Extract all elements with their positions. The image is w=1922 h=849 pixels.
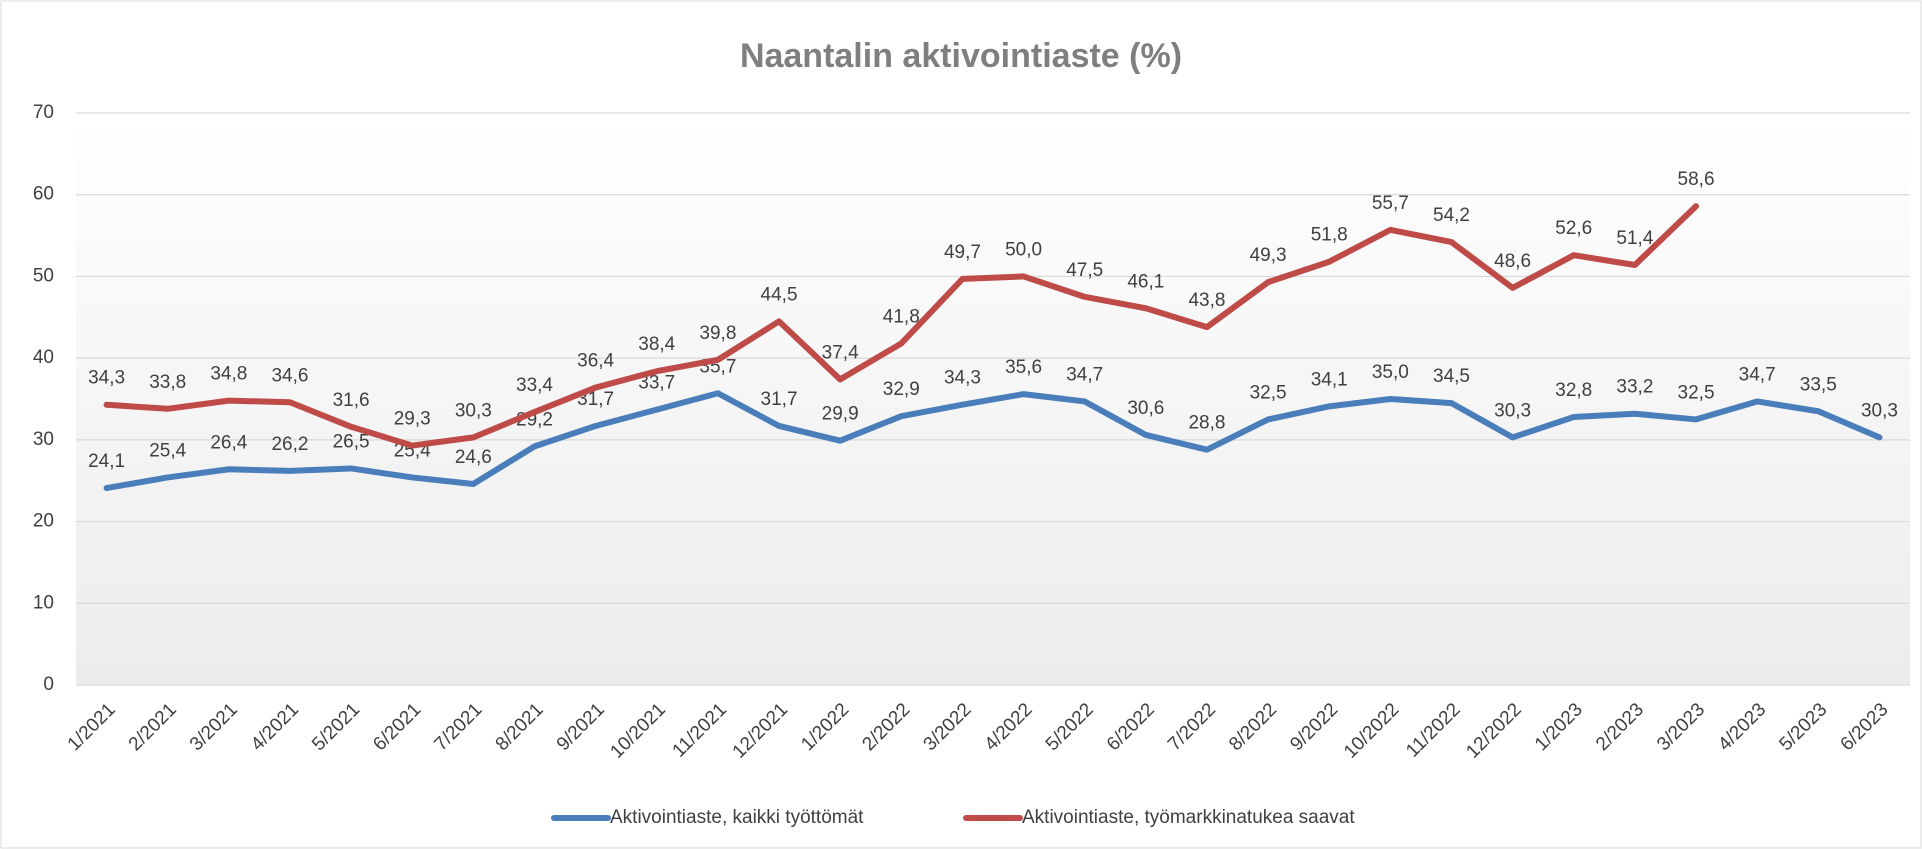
data-label: 58,6 (1678, 169, 1715, 190)
data-label: 30,6 (1127, 398, 1164, 419)
data-label: 33,8 (149, 372, 186, 393)
data-label: 30,3 (1861, 400, 1898, 421)
data-label: 49,7 (944, 242, 981, 263)
data-label: 43,8 (1188, 290, 1225, 311)
data-label: 50,0 (1005, 239, 1042, 260)
data-label: 32,5 (1678, 382, 1715, 403)
legend-label: Aktivointiaste, kaikki työttömät (610, 807, 864, 828)
data-label: 26,2 (271, 434, 308, 455)
data-label: 41,8 (883, 306, 920, 327)
data-label: 34,5 (1433, 366, 1470, 387)
data-label: 55,7 (1372, 193, 1409, 214)
data-label: 38,4 (638, 334, 675, 355)
data-label: 26,4 (210, 432, 247, 453)
data-label: 37,4 (822, 342, 859, 363)
data-label: 48,6 (1494, 251, 1531, 272)
data-label: 44,5 (761, 284, 798, 305)
y-tick-label: 20 (33, 511, 54, 532)
data-label: 36,4 (577, 351, 614, 372)
data-label: 32,8 (1555, 380, 1592, 401)
y-tick-label: 30 (33, 429, 54, 450)
data-label: 34,1 (1311, 369, 1348, 390)
data-label: 34,6 (271, 365, 308, 386)
data-label: 34,7 (1739, 364, 1776, 385)
data-label: 34,8 (210, 364, 247, 385)
data-label: 35,0 (1372, 362, 1409, 383)
data-label: 33,4 (516, 375, 553, 396)
data-label: 28,8 (1188, 413, 1225, 434)
data-label: 31,7 (761, 389, 798, 410)
data-label: 34,3 (944, 368, 981, 389)
data-label: 33,7 (638, 373, 675, 394)
data-label: 29,3 (394, 409, 431, 430)
data-label: 34,7 (1066, 364, 1103, 385)
series-line (103, 203, 1700, 449)
data-label: 34,3 (88, 368, 125, 389)
data-label: 54,2 (1433, 205, 1470, 226)
y-tick-label: 50 (33, 265, 54, 286)
data-label: 51,4 (1616, 228, 1653, 249)
data-label: 33,5 (1800, 374, 1837, 395)
data-label: 26,5 (333, 431, 370, 452)
data-label: 46,1 (1127, 271, 1164, 292)
data-label: 30,3 (1494, 400, 1531, 421)
series-line (103, 390, 1883, 492)
y-tick-label: 10 (33, 592, 54, 613)
data-label: 47,5 (1066, 260, 1103, 281)
data-label: 31,6 (333, 390, 370, 411)
y-tick-label: 0 (43, 674, 54, 695)
y-tick-label: 40 (33, 347, 54, 368)
data-label: 25,4 (149, 440, 186, 461)
chart-title: Naantalin aktivointiaste (%) (740, 37, 1182, 75)
data-label: 24,1 (88, 451, 125, 472)
data-label: 35,6 (1005, 357, 1042, 378)
y-tick-label: 70 (33, 102, 54, 123)
data-label: 49,3 (1250, 245, 1287, 266)
data-label: 32,9 (883, 379, 920, 400)
legend-label: Aktivointiaste, työmarkkinatukea saavat (1022, 807, 1355, 828)
data-label: 33,2 (1616, 377, 1653, 398)
data-label: 24,6 (455, 447, 492, 468)
data-label: 39,8 (699, 323, 736, 344)
data-label: 51,8 (1311, 225, 1348, 246)
y-tick-label: 60 (33, 184, 54, 205)
data-label: 30,3 (455, 400, 492, 421)
data-label: 29,9 (822, 404, 859, 425)
data-label: 52,6 (1555, 218, 1592, 239)
data-label: 32,5 (1250, 382, 1287, 403)
